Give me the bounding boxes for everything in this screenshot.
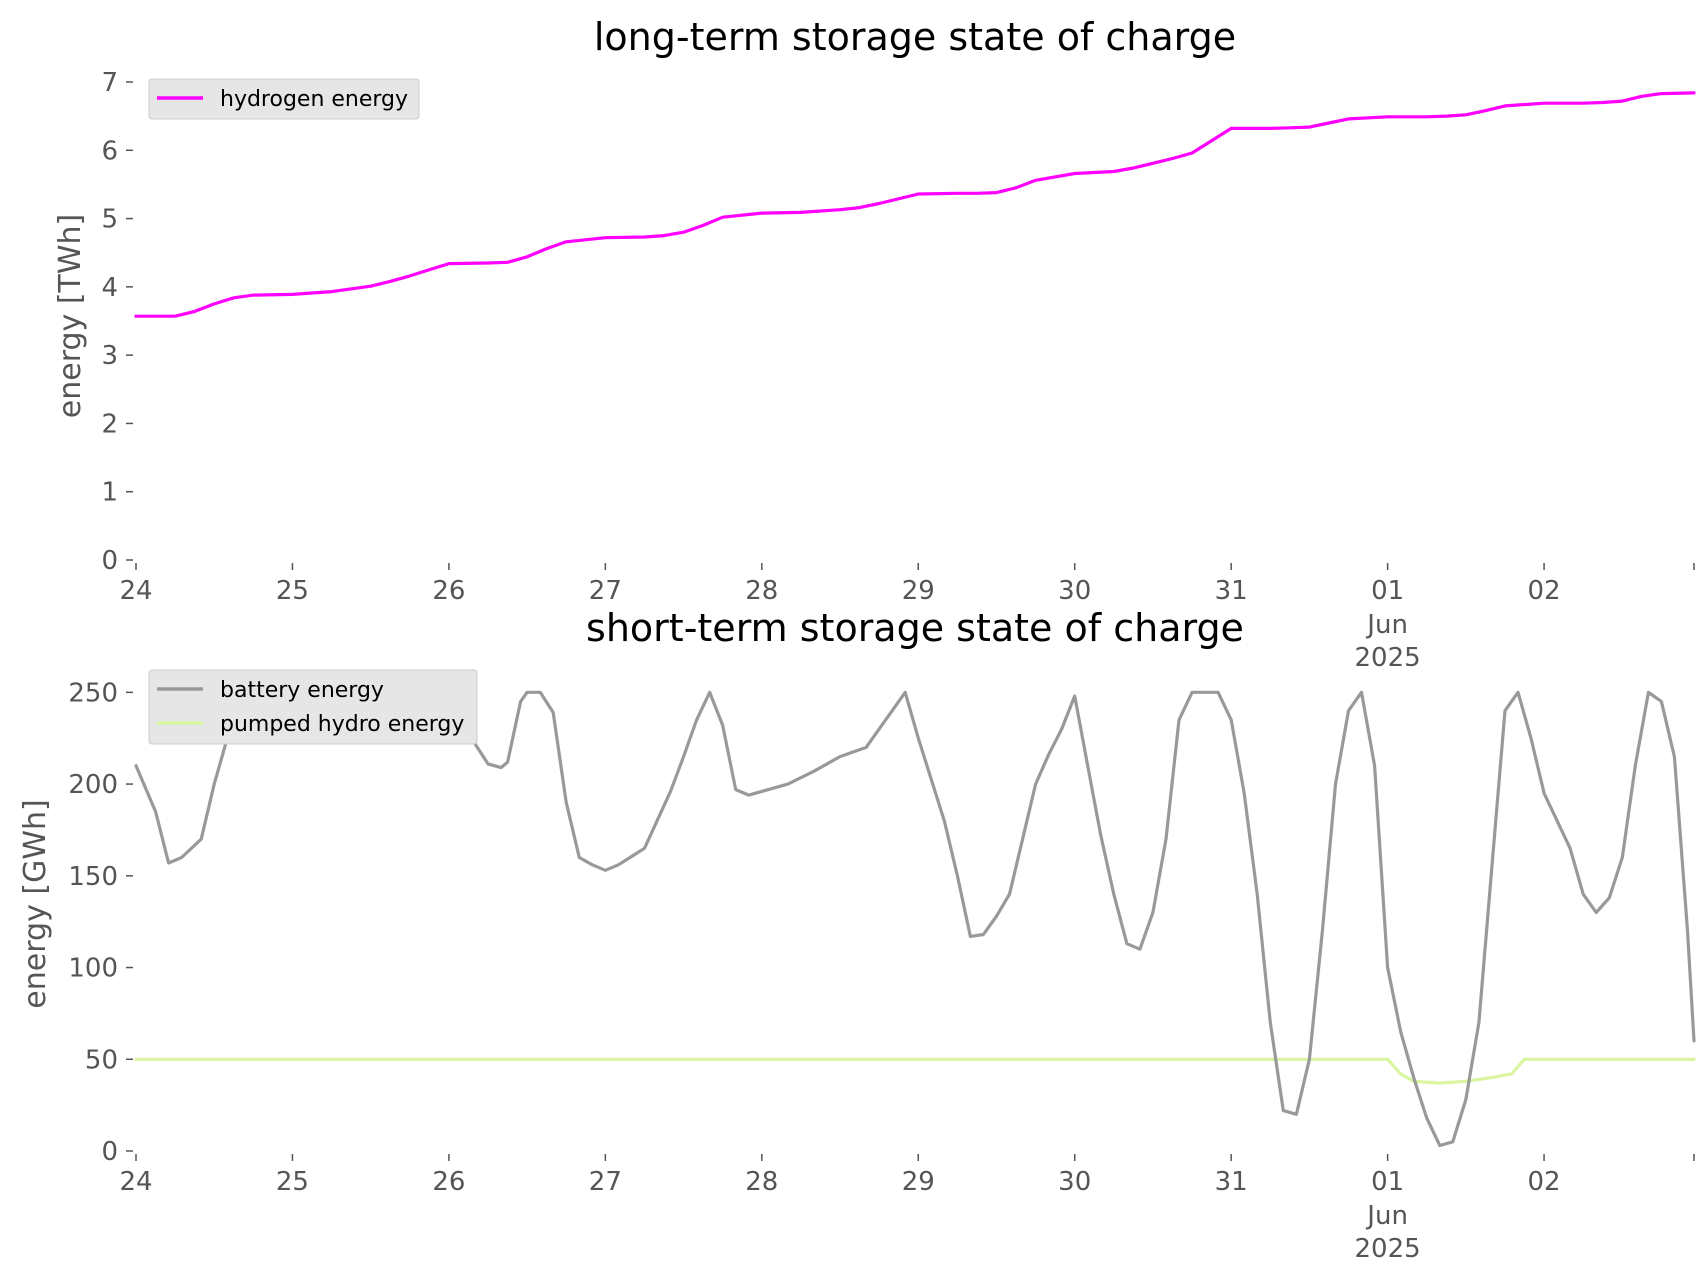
x-tick-label: 26 (432, 1167, 465, 1197)
y-tick-label: 7 (101, 68, 118, 98)
x-tick-label: 30 (1058, 576, 1091, 606)
x-tick-label: 02 (1528, 576, 1561, 606)
x-tick-label: 01 (1371, 1167, 1404, 1197)
x-tick-label: 31 (1215, 576, 1248, 606)
legend-box (148, 669, 478, 745)
x-tick-label: 01 (1371, 576, 1404, 606)
short-term-storage-chart: short-term storage state of charge energ… (18, 606, 1696, 1264)
y-axis-label: energy [GWh] (18, 799, 53, 1008)
y-tick-label: 200 (68, 770, 118, 800)
y-tick-label: 100 (68, 954, 118, 984)
x-tick-label: 02 (1528, 1167, 1561, 1197)
legend-label-battery: battery energy (220, 678, 384, 703)
x-tick-label: 30 (1058, 1167, 1091, 1197)
chart-title: long-term storage state of charge (594, 15, 1236, 59)
x-tick-sublabel: 2025 (1355, 643, 1421, 673)
y-tick-label: 2 (101, 409, 118, 439)
legend-box (148, 78, 420, 120)
x-tick-label: 25 (276, 576, 309, 606)
y-tick-label: 0 (101, 1137, 118, 1167)
x-tick-label: 26 (432, 576, 465, 606)
x-tick-label: 27 (589, 576, 622, 606)
series-group (134, 91, 1696, 318)
y-tick-label: 3 (101, 341, 118, 371)
x-tick-label: 25 (276, 1167, 309, 1197)
y-axis-label: energy [TWh] (53, 214, 88, 418)
y-tick-label: 150 (68, 862, 118, 892)
x-tick-sublabel: 2025 (1355, 1234, 1421, 1264)
y-tick-label: 6 (101, 136, 118, 166)
x-tick-label: 28 (745, 576, 778, 606)
legend-label-hydrogen: hydrogen energy (220, 87, 408, 112)
x-tick-sublabel: Jun (1365, 610, 1408, 640)
long-term-storage-chart: long-term storage state of charge energy… (53, 15, 1696, 673)
y-tick-label: 4 (101, 273, 118, 303)
y-tick-label: 50 (85, 1045, 118, 1075)
x-tick-label: 28 (745, 1167, 778, 1197)
x-tick-label: 24 (119, 576, 152, 606)
y-tick-label: 5 (101, 205, 118, 235)
series-group (134, 690, 1696, 1148)
series-line-pumped-hydro-energy (134, 1057, 1696, 1085)
x-tick-label: 31 (1215, 1167, 1248, 1197)
x-tick-label: 29 (902, 1167, 935, 1197)
series-line-battery-energy (134, 690, 1696, 1148)
legend-label-pumped-hydro: pumped hydro energy (220, 712, 464, 737)
legend: hydrogen energy (148, 78, 420, 120)
y-tick-label: 250 (68, 678, 118, 708)
x-tick-sublabel: Jun (1365, 1201, 1408, 1231)
y-tick-label: 1 (101, 478, 118, 508)
y-axis-ticks: 0 1 2 3 4 5 6 7 (101, 68, 133, 576)
y-axis-ticks: 0 50 100 150 200 250 (68, 678, 133, 1167)
x-tick-label: 24 (119, 1167, 152, 1197)
x-tick-label: 27 (589, 1167, 622, 1197)
series-line-hydrogen-energy (134, 91, 1696, 318)
legend: battery energy pumped hydro energy (148, 669, 478, 745)
y-tick-label: 0 (101, 546, 118, 576)
chart-title: short-term storage state of charge (586, 606, 1244, 650)
x-tick-label: 29 (902, 576, 935, 606)
